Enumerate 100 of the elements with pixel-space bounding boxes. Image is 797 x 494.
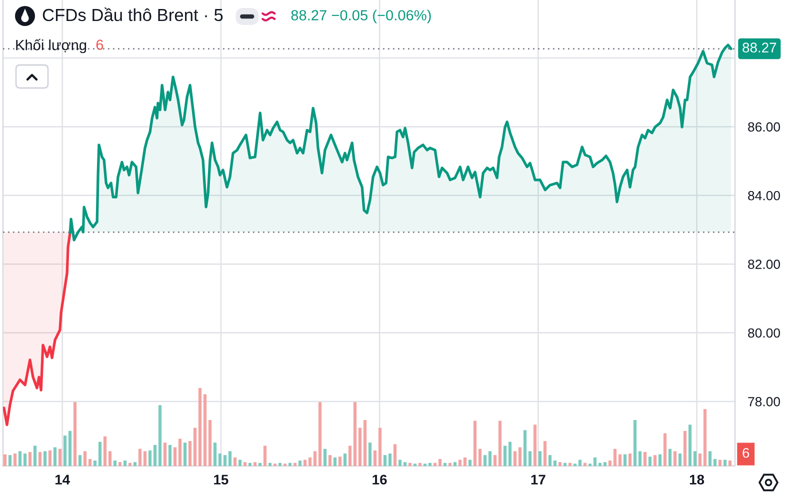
bar bbox=[193, 428, 197, 466]
bar bbox=[468, 460, 472, 466]
bar bbox=[683, 430, 687, 466]
bar bbox=[238, 460, 242, 466]
bar bbox=[443, 462, 447, 466]
bar bbox=[88, 458, 92, 466]
bar bbox=[483, 455, 487, 466]
annotation: 6 bbox=[96, 40, 104, 50]
bar bbox=[313, 451, 317, 466]
bar bbox=[143, 451, 147, 466]
bar bbox=[693, 451, 697, 466]
bar bbox=[208, 420, 212, 466]
bar bbox=[13, 454, 17, 466]
bar bbox=[403, 462, 407, 466]
bar bbox=[638, 451, 642, 466]
bar bbox=[708, 451, 712, 466]
bar bbox=[178, 438, 182, 466]
bar bbox=[103, 436, 107, 466]
bar bbox=[153, 444, 157, 466]
bar bbox=[503, 446, 507, 466]
bar bbox=[538, 451, 542, 466]
bar bbox=[583, 462, 587, 466]
bar bbox=[533, 424, 537, 466]
bar bbox=[348, 446, 352, 466]
bar bbox=[33, 446, 37, 466]
bar bbox=[308, 457, 312, 466]
bar bbox=[63, 436, 67, 466]
bar bbox=[28, 452, 32, 466]
bar bbox=[398, 460, 402, 466]
y-tick-label: 84.00 bbox=[748, 190, 780, 200]
x-tick-label: 16 bbox=[372, 474, 387, 485]
bar bbox=[563, 462, 567, 466]
bar bbox=[128, 462, 132, 466]
bar bbox=[528, 451, 532, 466]
bar bbox=[513, 451, 517, 466]
bar bbox=[8, 455, 12, 466]
bar bbox=[653, 455, 657, 466]
bar bbox=[488, 451, 492, 466]
bar bbox=[73, 402, 77, 466]
ref-line-label: 88.27 bbox=[742, 42, 776, 52]
bar bbox=[373, 450, 377, 466]
bar bbox=[698, 454, 702, 466]
bar bbox=[353, 402, 357, 466]
y-tick-label: 86.00 bbox=[748, 122, 780, 132]
bar bbox=[368, 442, 372, 466]
bar bbox=[383, 455, 387, 466]
bar bbox=[78, 455, 82, 466]
bar bbox=[438, 458, 442, 466]
x-tick-label: 18 bbox=[690, 474, 704, 485]
bar bbox=[688, 424, 692, 466]
bar bbox=[93, 460, 97, 466]
bar bbox=[428, 462, 432, 466]
bar bbox=[258, 462, 262, 466]
bar bbox=[608, 460, 612, 466]
bar bbox=[68, 430, 72, 466]
bar bbox=[108, 451, 112, 466]
bar bbox=[53, 447, 57, 466]
bar bbox=[158, 405, 162, 466]
bar bbox=[223, 455, 227, 466]
bar bbox=[568, 462, 572, 466]
bar bbox=[558, 462, 562, 466]
bar bbox=[678, 454, 682, 466]
bar bbox=[498, 420, 502, 466]
bar bbox=[628, 454, 632, 466]
bar bbox=[663, 433, 667, 466]
bar bbox=[163, 442, 167, 466]
bar bbox=[548, 455, 552, 466]
bar bbox=[593, 457, 597, 466]
bar bbox=[98, 442, 102, 466]
bar bbox=[228, 451, 232, 466]
bar bbox=[113, 460, 117, 466]
bar bbox=[613, 448, 617, 466]
bar bbox=[203, 394, 207, 466]
bar bbox=[173, 447, 177, 466]
bar bbox=[508, 442, 512, 466]
text: 6 bbox=[742, 448, 750, 458]
bar bbox=[658, 454, 662, 466]
bar bbox=[38, 452, 42, 466]
bar bbox=[213, 442, 217, 466]
bar bbox=[618, 454, 622, 466]
bar bbox=[138, 448, 142, 466]
bar bbox=[303, 460, 307, 466]
bar bbox=[713, 458, 717, 466]
bar bbox=[543, 441, 547, 466]
bar bbox=[643, 452, 647, 466]
bar bbox=[343, 454, 347, 466]
bar bbox=[363, 420, 367, 466]
bar bbox=[448, 462, 452, 466]
bar bbox=[278, 462, 282, 466]
x-tick-label: 14 bbox=[55, 474, 70, 484]
bar bbox=[43, 451, 47, 466]
bar bbox=[298, 460, 302, 466]
bar bbox=[648, 456, 652, 466]
bar bbox=[433, 462, 437, 466]
bar bbox=[518, 447, 522, 466]
bar bbox=[453, 462, 457, 466]
bar bbox=[603, 462, 607, 466]
bar bbox=[323, 448, 327, 466]
bar bbox=[378, 428, 382, 466]
bar bbox=[553, 460, 557, 466]
